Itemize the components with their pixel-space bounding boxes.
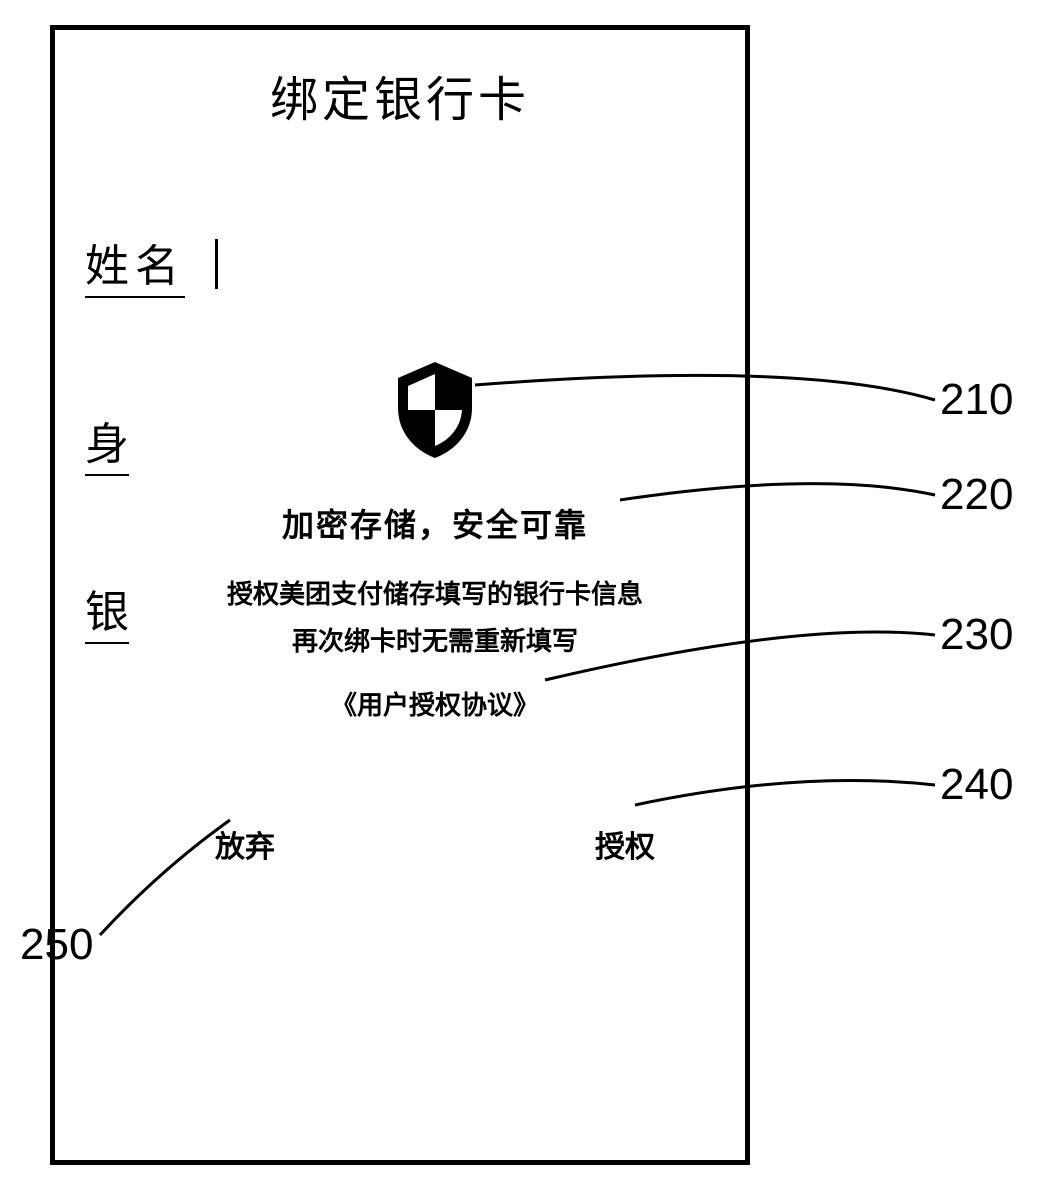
leader-lines <box>0 0 1061 1188</box>
diagram-container: 绑定银行卡 姓名 身 银 加密存储，安全可靠 授权美团支付储存填写的银行卡信息 … <box>0 0 1061 1188</box>
